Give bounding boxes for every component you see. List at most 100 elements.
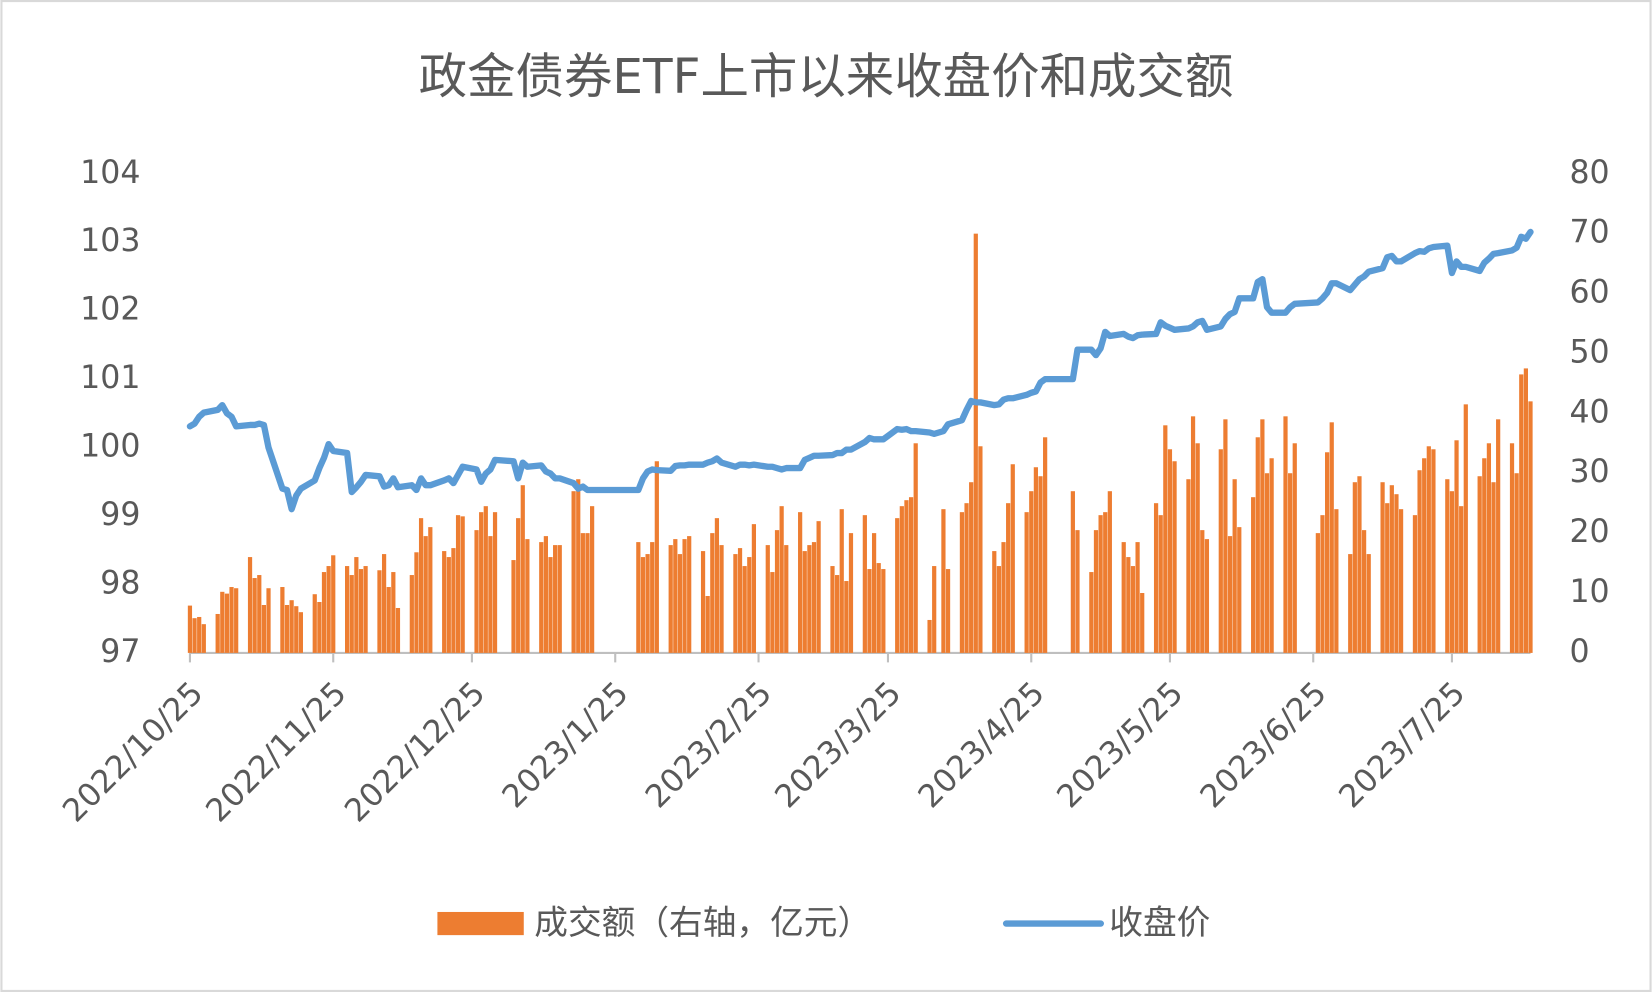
- bar: [941, 509, 946, 653]
- bar: [294, 606, 299, 653]
- bar: [1422, 458, 1427, 653]
- bar: [1389, 485, 1394, 653]
- bar: [414, 552, 419, 653]
- bar: [1334, 509, 1339, 653]
- bar: [1153, 503, 1159, 653]
- bar: [904, 500, 909, 653]
- bar: [1029, 491, 1034, 653]
- bar: [1227, 536, 1233, 653]
- y-tick-label: 97: [100, 634, 140, 670]
- bar: [354, 557, 359, 653]
- chart-title: 政金债券ETF上市以来收盘价和成交额: [419, 49, 1234, 105]
- bar: [765, 545, 770, 653]
- y2-tick-label: 40: [1569, 394, 1609, 430]
- bar: [1006, 503, 1011, 653]
- bar: [391, 572, 396, 653]
- bar: [1454, 440, 1459, 653]
- bar: [418, 518, 424, 653]
- bar: [1509, 443, 1515, 653]
- bar: [779, 506, 784, 653]
- y2-tick-label: 20: [1569, 514, 1609, 550]
- bar: [326, 566, 331, 653]
- bar: [474, 530, 479, 653]
- bar: [423, 536, 428, 653]
- bar: [1459, 506, 1464, 653]
- y2-tick-label: 30: [1569, 454, 1609, 490]
- bar: [1232, 479, 1237, 653]
- bar: [381, 554, 387, 653]
- bar: [451, 548, 456, 653]
- bar: [1103, 512, 1108, 653]
- bar: [895, 518, 900, 653]
- bar: [1010, 464, 1015, 653]
- bar: [1315, 533, 1320, 653]
- bar: [220, 591, 225, 653]
- bar: [317, 601, 322, 653]
- y-tick-label: 101: [80, 360, 140, 396]
- bar: [737, 548, 743, 653]
- bar: [1075, 530, 1080, 653]
- bar: [553, 545, 558, 653]
- bar: [687, 536, 692, 653]
- bar: [1172, 461, 1177, 653]
- bar: [932, 566, 937, 653]
- bar: [488, 536, 493, 653]
- legend-swatch: [437, 911, 524, 936]
- bar: [1394, 494, 1399, 653]
- bar: [539, 542, 544, 653]
- bar: [1496, 419, 1501, 653]
- bar: [201, 624, 206, 653]
- bar: [516, 518, 521, 653]
- bar: [964, 503, 969, 653]
- bar: [1043, 437, 1048, 653]
- bar: [492, 512, 498, 653]
- bar: [899, 506, 904, 653]
- bar: [1385, 503, 1390, 653]
- bar: [1204, 539, 1210, 653]
- bar: [192, 618, 197, 653]
- bar: [871, 533, 877, 653]
- bar: [1431, 449, 1436, 653]
- bar: [483, 506, 488, 653]
- y2-tick-label: 70: [1569, 215, 1609, 251]
- bar: [654, 461, 659, 653]
- bar: [1445, 479, 1450, 653]
- bar: [409, 575, 414, 653]
- bar: [876, 563, 881, 653]
- bar: [774, 530, 780, 653]
- bar: [811, 542, 817, 653]
- bar: [1348, 554, 1353, 653]
- bar: [386, 587, 391, 653]
- bar: [261, 604, 267, 653]
- bar: [1366, 554, 1371, 653]
- bar: [187, 605, 193, 653]
- bar: [927, 619, 932, 653]
- bar: [1477, 476, 1482, 653]
- y-tick-label: 103: [80, 223, 140, 259]
- bar: [580, 533, 585, 653]
- bar: [714, 518, 720, 653]
- bar: [1107, 491, 1112, 653]
- bar: [1260, 419, 1265, 653]
- bar: [1283, 416, 1288, 653]
- bar: [978, 446, 983, 653]
- bar: [816, 521, 821, 653]
- bar: [571, 491, 576, 653]
- legend-label: 收盘价: [1109, 903, 1210, 942]
- bar: [1412, 515, 1418, 653]
- bar: [862, 515, 867, 653]
- bar: [645, 554, 650, 653]
- bar: [867, 569, 872, 653]
- bar: [446, 557, 451, 653]
- bar: [742, 566, 747, 653]
- bar: [1033, 467, 1038, 653]
- bar: [1001, 542, 1006, 653]
- bar: [257, 575, 262, 653]
- bar: [1426, 446, 1431, 653]
- bar: [1486, 443, 1492, 653]
- bar: [1380, 482, 1385, 653]
- bar: [1361, 530, 1367, 653]
- bar: [908, 497, 914, 653]
- bar: [705, 596, 710, 653]
- bar: [590, 506, 595, 653]
